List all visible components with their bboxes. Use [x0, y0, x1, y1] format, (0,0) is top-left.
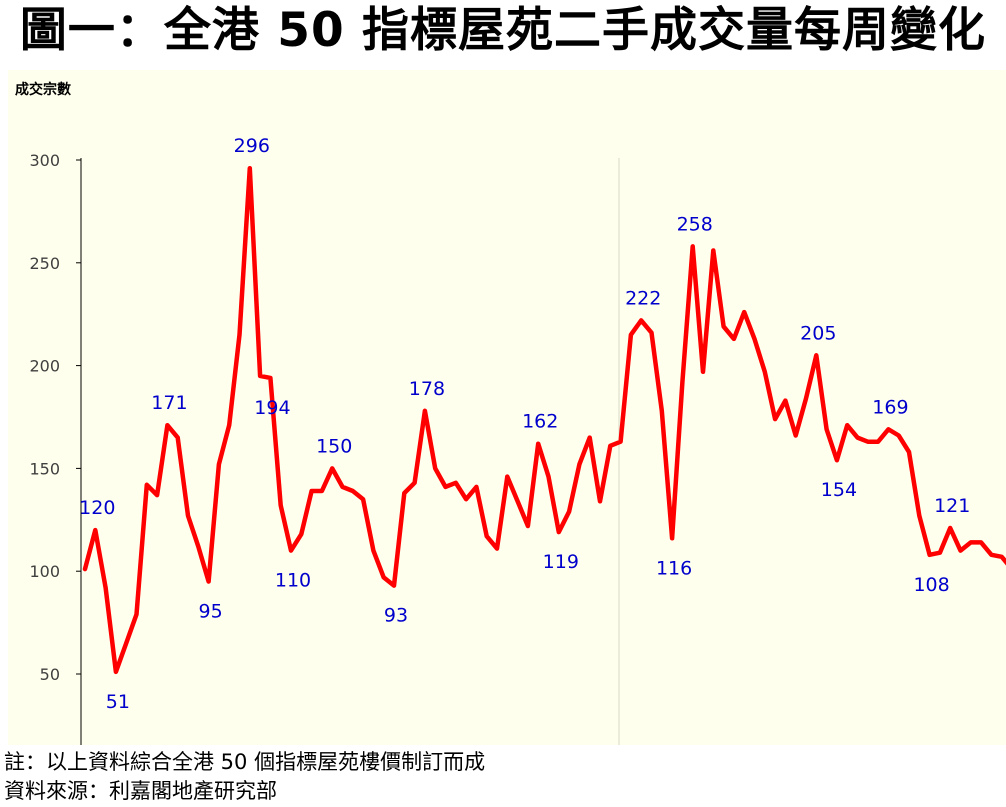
y-tick-label-300: 300 — [29, 151, 60, 170]
data-label-18: 108 — [913, 574, 949, 596]
data-label-4: 296 — [234, 135, 270, 157]
footnote: 註：以上資料綜合全港 50 個指標屋苑樓價制訂而成 — [4, 750, 486, 774]
data-label-layer: 120 51 171 95 296 194 110 150 93 178 162 119 222 116 2… — [79, 135, 970, 713]
series-layer — [82, 165, 1006, 675]
source-note: 資料來源：利嘉閣地產研究部 — [4, 779, 277, 803]
data-label-0: 120 — [79, 497, 115, 519]
data-label-2: 171 — [151, 392, 187, 414]
data-label-9: 178 — [409, 378, 445, 400]
y-axis-label: 成交宗數 — [15, 82, 71, 98]
y-tick-label-150: 150 — [29, 459, 60, 478]
data-label-3: 95 — [199, 600, 223, 622]
data-label-15: 205 — [800, 322, 836, 344]
data-label-7: 150 — [316, 435, 352, 457]
plot-area — [8, 70, 1006, 745]
data-label-19: 121 — [934, 495, 970, 517]
y-tick-label-250: 250 — [29, 254, 60, 273]
data-label-10: 162 — [522, 411, 558, 433]
series-line-0 — [82, 165, 1006, 675]
data-label-1: 51 — [106, 691, 130, 713]
y-tick-label-200: 200 — [29, 357, 60, 376]
data-label-13: 116 — [656, 557, 692, 579]
data-label-8: 93 — [384, 605, 408, 627]
data-label-6: 110 — [275, 570, 311, 592]
data-label-17: 169 — [872, 396, 908, 418]
chart-title: 圖一：全港 50 指標屋苑二手成交量每周變化 — [19, 3, 987, 58]
data-label-11: 119 — [543, 551, 579, 573]
data-label-5: 194 — [254, 397, 290, 419]
y-axis-layer: 50 100 150 200 250 300 — [29, 151, 620, 745]
y-tick-label-50: 50 — [40, 665, 60, 684]
data-label-14: 258 — [677, 213, 713, 235]
data-label-12: 222 — [625, 287, 661, 309]
y-tick-label-100: 100 — [29, 562, 60, 581]
data-label-16: 154 — [821, 479, 857, 501]
